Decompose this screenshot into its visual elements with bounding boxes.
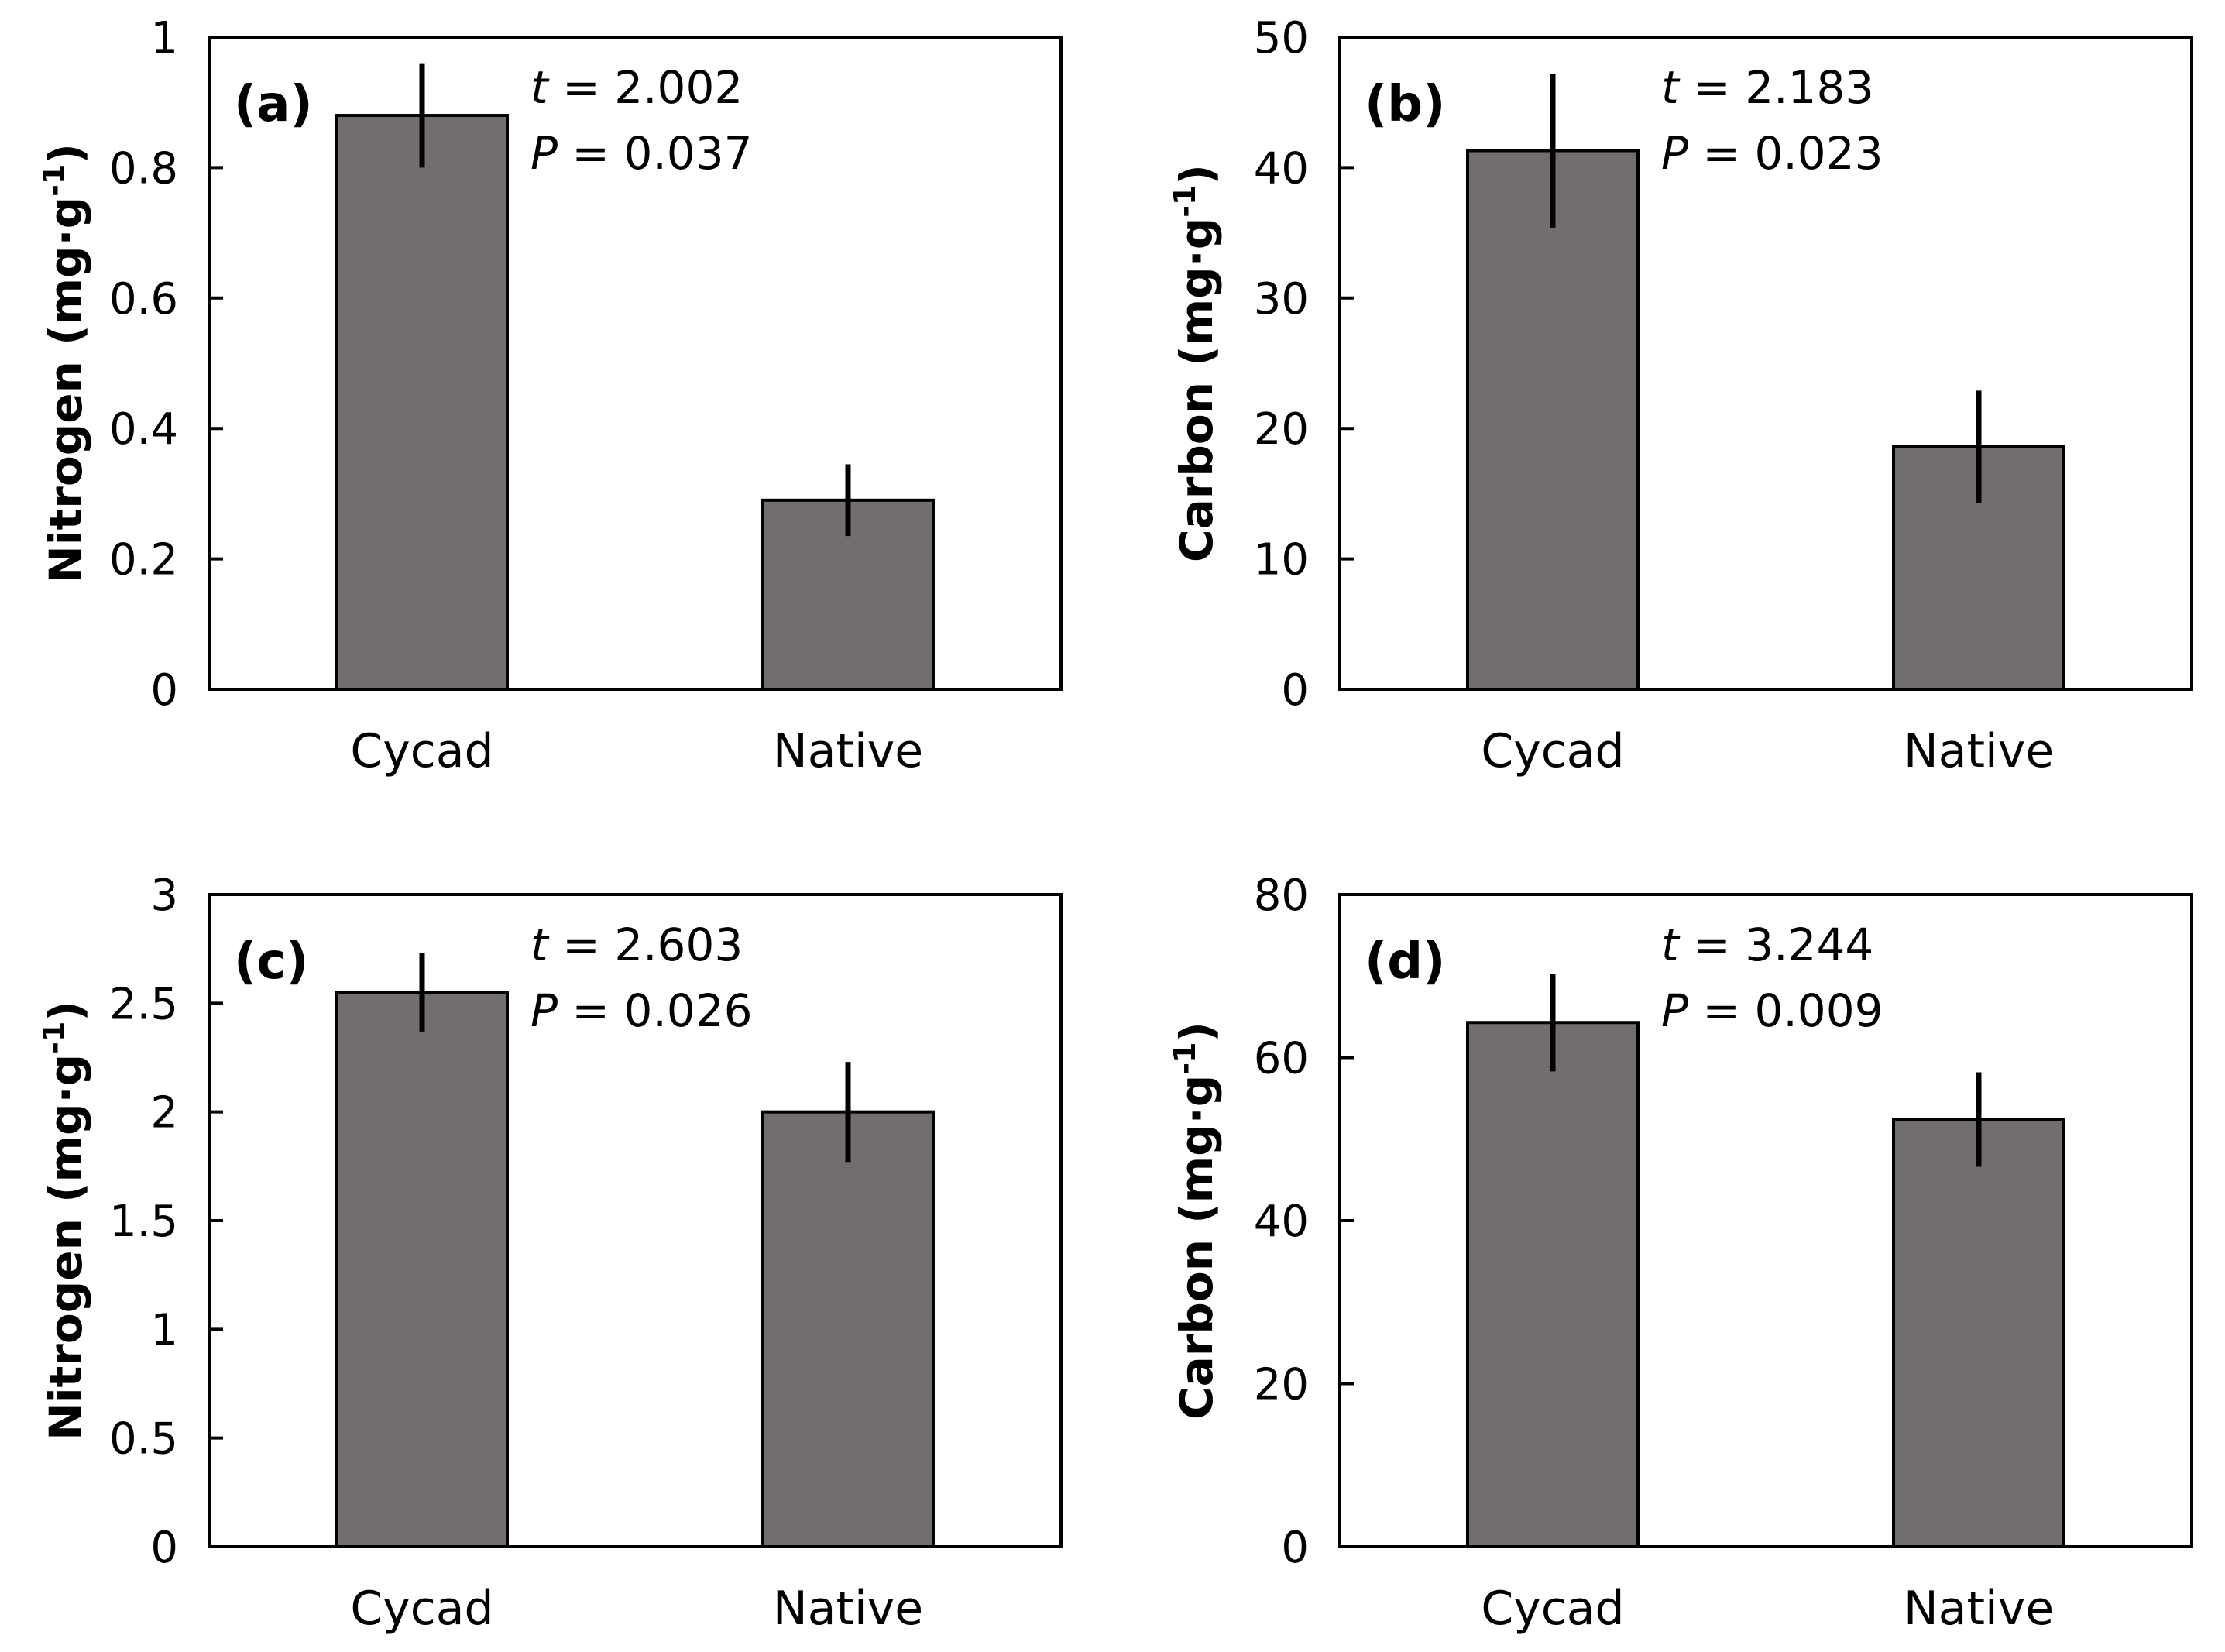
y-tick-label: 0.8	[109, 143, 178, 194]
y-tick-label: 1	[150, 1305, 178, 1355]
y-axis-label-main: Nitrogen (mg·g	[39, 197, 92, 583]
y-tick-label: 0.2	[109, 535, 178, 586]
y-tick-label: 3	[150, 871, 178, 921]
chart-panel-2: 0 0.5 1 1.5 2 2.5 3 Cycad Native (c) t = 2.603 P = …	[37, 871, 1063, 1636]
stat-t-value: t = 3.244	[1661, 919, 1873, 971]
stat-p-value: P = 0.009	[1661, 984, 1883, 1037]
p-symbol: P	[530, 984, 558, 1037]
y-axis-label-superscript: -1	[1168, 1042, 1202, 1075]
y-tick-label: 40	[1254, 1197, 1309, 1247]
x-category-label: Native	[1904, 1582, 2054, 1636]
t-symbol: t	[530, 919, 550, 971]
y-axis-label: Nitrogen (mg·g-1)	[37, 1001, 92, 1441]
y-tick-label: 60	[1254, 1034, 1309, 1084]
y-tick-label: 30	[1254, 274, 1309, 325]
x-category-label: Native	[773, 724, 923, 778]
y-tick-label: 1.5	[109, 1197, 178, 1247]
y-tick-label: 10	[1254, 535, 1309, 586]
y-tick-label: 20	[1254, 1360, 1309, 1410]
x-category-label: Cycad	[350, 724, 493, 778]
t-value: = 2.183	[1679, 61, 1874, 114]
p-symbol: P	[530, 127, 558, 180]
chart-panel-1: 0 10 20 30 40 50 Cycad Native (b) t = 2.183 P = 0.…	[1168, 13, 2193, 778]
y-axis-label-close: )	[1170, 164, 1223, 185]
y-axis-label-main: Nitrogen (mg·g	[39, 1054, 92, 1441]
y-axis-label-superscript: -1	[37, 1022, 71, 1054]
y-tick-label: 1	[150, 13, 178, 64]
x-category-label: Cycad	[1481, 1582, 1624, 1636]
y-tick-label: 0	[1281, 1523, 1309, 1573]
chart-panel-3: 0 20 40 60 80 Cycad Native (d) t = 3.244 P = 0.00…	[1168, 871, 2193, 1636]
y-tick-label: 2.5	[109, 979, 178, 1029]
panel-label: (c)	[234, 933, 308, 991]
y-tick-label: 0	[1281, 665, 1309, 716]
stat-t-value: t = 2.603	[530, 919, 743, 971]
y-tick-label: 50	[1254, 13, 1309, 64]
y-tick-label: 2	[150, 1088, 178, 1139]
x-category-label: Native	[1904, 724, 2054, 778]
stat-p-value: P = 0.023	[1661, 127, 1883, 180]
p-value: = 0.026	[558, 984, 753, 1037]
x-category-label: Cycad	[1481, 724, 1624, 778]
panel-label: (b)	[1365, 76, 1445, 133]
y-axis-label-close: )	[1170, 1022, 1223, 1042]
bar-cycad	[335, 114, 509, 692]
x-category-label: Native	[773, 1582, 923, 1636]
t-symbol: t	[1661, 919, 1681, 971]
y-axis-label-superscript: -1	[1168, 185, 1202, 218]
stat-p-value: P = 0.026	[530, 984, 753, 1037]
p-value: = 0.037	[558, 127, 753, 180]
y-axis-label-close: )	[39, 143, 92, 164]
t-symbol: t	[1661, 61, 1681, 114]
p-value: = 0.009	[1688, 984, 1883, 1037]
y-tick-label: 80	[1254, 871, 1309, 921]
y-axis-label-superscript: -1	[37, 164, 71, 197]
y-axis-label-main: Carbon (mg·g	[1170, 1075, 1223, 1420]
t-value: = 2.603	[548, 919, 743, 971]
p-symbol: P	[1661, 984, 1688, 1037]
y-tick-label: 0.4	[109, 404, 178, 455]
stat-t-value: t = 2.002	[530, 61, 743, 114]
y-axis-label: Carbon (mg·g-1)	[1168, 1022, 1223, 1420]
panel-label: (d)	[1365, 933, 1445, 991]
stat-p-value: P = 0.037	[530, 127, 753, 180]
bar-cycad	[1466, 1021, 1640, 1549]
y-tick-label: 40	[1254, 143, 1309, 194]
y-axis-label-close: )	[39, 1001, 92, 1022]
y-tick-label: 0.6	[109, 274, 178, 325]
y-tick-label: 0	[150, 1523, 178, 1573]
y-tick-label: 20	[1254, 404, 1309, 455]
x-category-label: Cycad	[350, 1582, 493, 1636]
chart-panel-0: 0 0.2 0.4 0.6 0.8 1 Cycad Native (a) t = 2.002 P =…	[37, 13, 1063, 778]
t-symbol: t	[530, 61, 550, 114]
panel-label: (a)	[234, 76, 313, 133]
y-axis-label-main: Carbon (mg·g	[1170, 218, 1223, 562]
bar-cycad	[335, 991, 509, 1549]
p-symbol: P	[1661, 127, 1688, 180]
plot-frame	[1338, 36, 2193, 691]
stat-t-value: t = 2.183	[1661, 61, 1873, 114]
t-value: = 3.244	[1679, 919, 1874, 971]
y-tick-label: 0	[150, 665, 178, 716]
y-axis-label: Nitrogen (mg·g-1)	[37, 143, 92, 583]
bar-native	[1892, 1118, 2065, 1548]
t-value: = 2.002	[548, 61, 743, 114]
y-axis-label: Carbon (mg·g-1)	[1168, 164, 1223, 562]
p-value: = 0.023	[1688, 127, 1883, 180]
plot-frame	[208, 36, 1063, 691]
bar-native	[761, 1110, 935, 1548]
bar-cycad	[1466, 149, 1640, 691]
y-tick-label: 0.5	[109, 1414, 178, 1465]
